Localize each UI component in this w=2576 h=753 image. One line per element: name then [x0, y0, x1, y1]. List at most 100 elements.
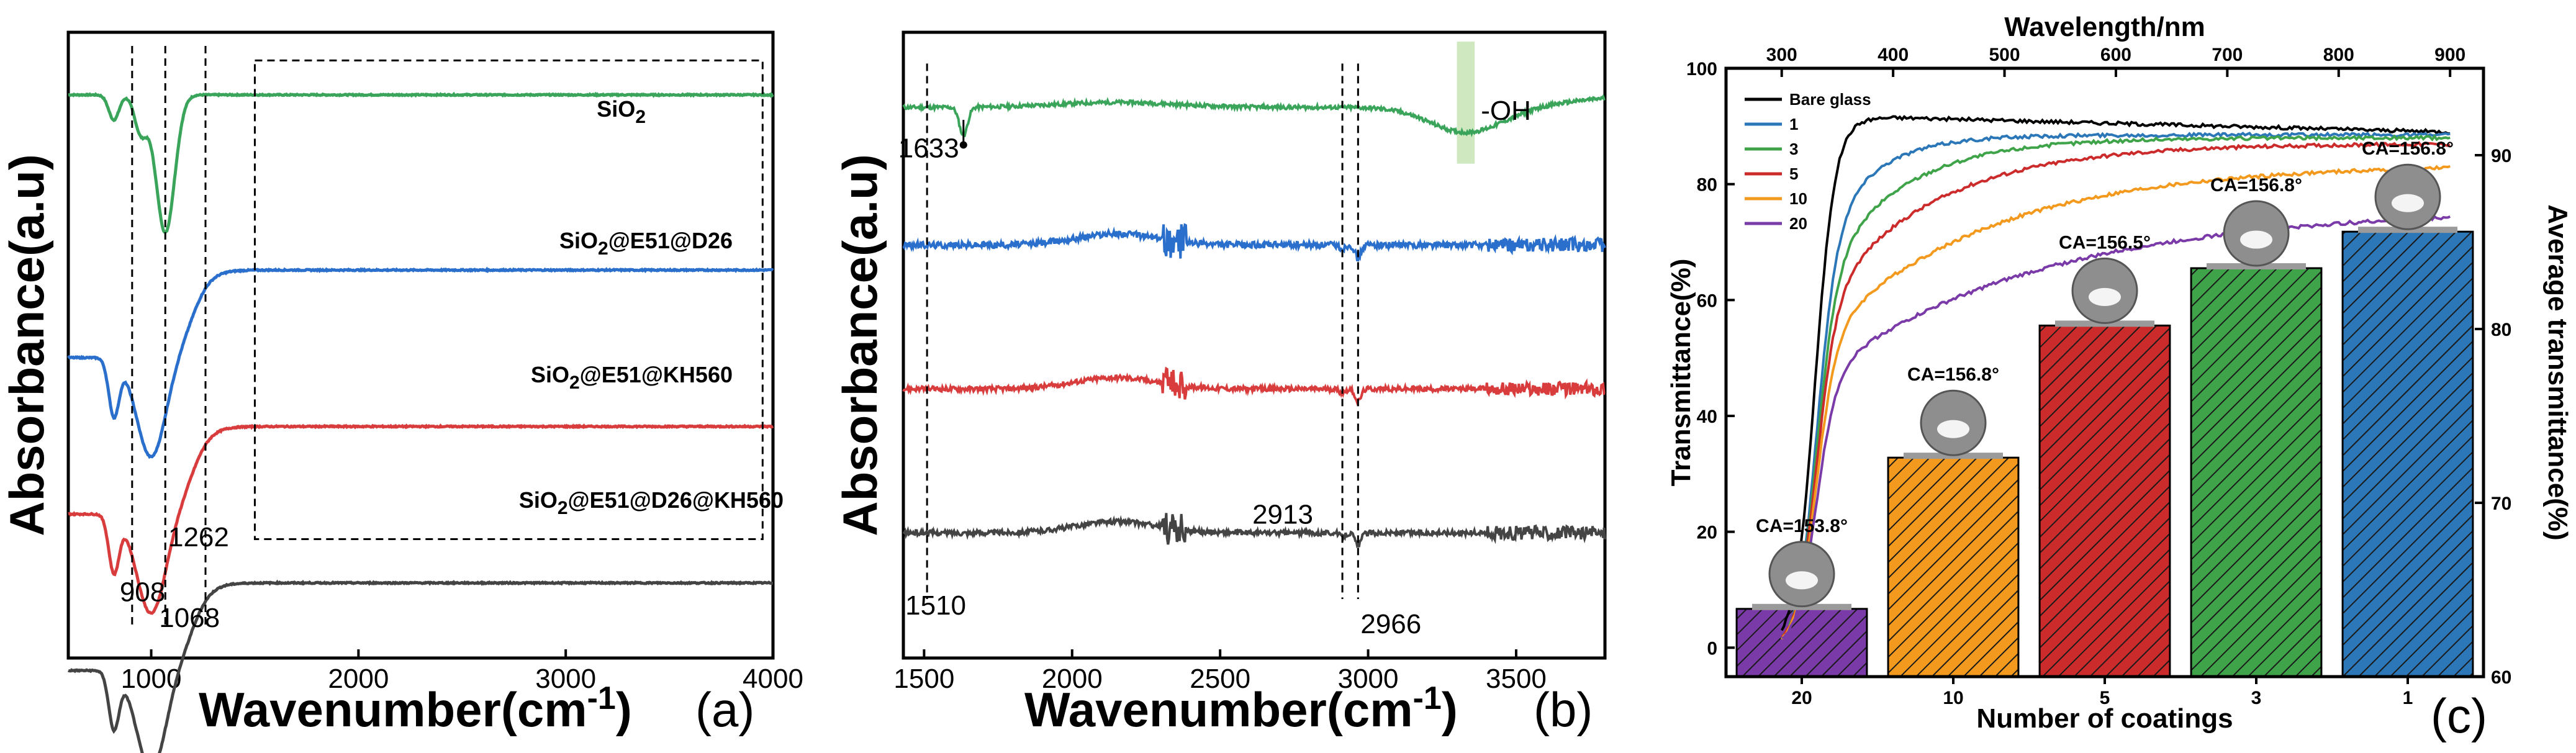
panel-b-label: (b) [1534, 682, 1593, 737]
panel-c-x-axis-label: Number of coatings [1976, 703, 2233, 734]
panel-a-series-line [68, 423, 774, 615]
panel-c-top-axis-label: Wavelength/nm [2004, 12, 2205, 42]
panel-c-left-tick-label: 0 [1707, 638, 1717, 659]
panel-b-x-tick-label: 3500 [1486, 664, 1547, 694]
panel-a-series-group [67, 91, 774, 753]
panel-a-x-tick-label: 1000 [121, 664, 182, 694]
panel-c-contact-angle-labels: CA=153.8° CA=156.8° CA=156.5° CA=156.8° CA=1… [1756, 138, 2454, 536]
panel-a-x-axis-label-sup: -1 [587, 680, 616, 716]
panel-b-annotation: 1510 [905, 590, 966, 621]
panel-a-ticks: 1000 2000 3000 4000 [121, 649, 803, 694]
panel-c-contact-angle: CA=156.8° [2362, 138, 2454, 159]
panel-a-y-axis-label: Absorbance(a.u) [0, 154, 54, 536]
panel-a-x-axis-label: Wavenumber(cm-1) [199, 680, 632, 737]
panel-c-transmittance-line [1781, 141, 2451, 638]
panel-a-series-label-rest: @E51@D26@KH560 [568, 487, 784, 513]
panel-a-annotation: 1262 [168, 522, 229, 552]
panel-b-annotation: 2966 [1360, 609, 1421, 639]
panel-b-series-line [902, 513, 1606, 549]
panel-b-ticks: 1500 2000 2500 3000 3500 [893, 649, 1547, 694]
panel-c-legend-label: 20 [1789, 214, 1807, 233]
panel-a-series-line [67, 266, 774, 459]
panel-a-frame [66, 30, 775, 660]
panel-b-oh-band [1457, 42, 1475, 164]
panel-a-series-line [67, 579, 774, 753]
panel-a-label: (a) [695, 682, 754, 737]
panel-c-bar [1735, 608, 1868, 678]
panel-a-series-label-rest: @E51@D26 [608, 228, 733, 253]
panel-c-category-label: 3 [2251, 688, 2262, 708]
panel-a-series-label: SiO2@E51@D26 [559, 228, 733, 259]
panel-a-x-axis-label-main: Wavenumber(cm [199, 682, 587, 737]
panel-a: 1000 2000 3000 4000 SiO2SiO2@E51@D26SiO2@E5… [0, 30, 803, 753]
panel-c-contact-angle: CA=156.8° [1907, 364, 1999, 385]
panel-c-right-tick-label: 60 [2491, 667, 2511, 688]
panel-c-transmittance-line [1781, 215, 2451, 639]
panel-c-top-tick-label: 800 [2323, 45, 2354, 65]
panel-c-legend: Bare glass 1 3 5 10 20 [1745, 90, 1871, 233]
panel-c-transmittance-line [1780, 133, 2451, 639]
panel-b-frame [902, 30, 1607, 660]
panel-a-series-label-sub: 2 [598, 238, 608, 259]
panel-c-droplet-highlight [2240, 230, 2272, 249]
panel-c-bar [2341, 230, 2474, 678]
panel-c-transmittance-curves [1780, 115, 2451, 640]
panel-c-left-tick-label: 20 [1697, 523, 1717, 543]
panel-b-x-axis-label-sup: -1 [1413, 680, 1442, 716]
panel-c-category-label: 10 [1943, 688, 1963, 708]
panel-b-series-line [902, 94, 1606, 138]
panel-a-x-tick-label: 3000 [535, 664, 596, 694]
panel-a-x-axis-label-close: ) [616, 682, 632, 737]
panel-b-reference-lines [926, 63, 1359, 599]
panel-a-x-tick-label: 2000 [328, 664, 389, 694]
panel-c-left-tick-label: 60 [1697, 291, 1717, 311]
panel-c-top-tick-label: 600 [2100, 45, 2131, 65]
panel-b-x-tick-label: 2000 [1042, 664, 1103, 694]
panel-c-left-tick-label: 80 [1697, 175, 1717, 196]
panel-a-series-line [68, 91, 774, 234]
panel-b-x-axis-label: Wavenumber(cm-1) [1024, 680, 1458, 737]
panel-a-series-label-sub: 2 [558, 498, 568, 518]
panel-b-x-axis-label-main: Wavenumber(cm [1024, 682, 1413, 737]
panel-a-annotation: 1068 [159, 603, 220, 633]
panel-c-right-y-axis-label: Average transmittance(%) [2542, 204, 2573, 540]
panel-c-legend-label: 10 [1789, 189, 1807, 208]
panel-c-contact-angle: CA=156.8° [2210, 175, 2302, 196]
panel-c-transmittance-line [1781, 131, 2451, 639]
panel-c-top-tick-label: 500 [1989, 45, 2020, 65]
panel-c-droplet-highlight [2089, 287, 2121, 306]
panel-a-series-label-sub: 2 [635, 107, 646, 127]
panel-a-x-tick-label: 4000 [743, 664, 803, 694]
panel-b-annotation: -OH [1481, 96, 1531, 126]
panel-b-series-line [902, 223, 1606, 262]
panel-a-series-label-name: SiO [519, 487, 558, 513]
panel-c-right-tick-label: 70 [2491, 494, 2511, 514]
panel-b-x-tick-label: 1500 [893, 664, 954, 694]
panel-a-series-label-name: SiO [531, 362, 569, 387]
panel-a-series-label-name: SiO [559, 228, 598, 253]
panel-c-legend-label: Bare glass [1789, 90, 1871, 109]
panel-c-ticks: 0 20 40 60 80 100 60 70 80 90 300 400 500 600 700 800 90… [1686, 45, 2511, 708]
panel-a-annotation: 908 [120, 577, 165, 607]
panel-c-droplet-highlight [1937, 420, 1969, 438]
panel-c-contact-angle: CA=153.8° [1756, 516, 1848, 536]
panel-a-series-label: SiO2@E51@KH560 [531, 362, 733, 393]
panel-c-legend-label: 1 [1789, 115, 1798, 133]
panel-c-bar [1887, 456, 2020, 678]
panel-b-annotation: 2913 [1252, 499, 1313, 530]
panel-c-top-tick-label: 300 [1766, 45, 1797, 65]
panel-c-legend-label: 3 [1789, 140, 1798, 158]
panel-c-left-y-axis-label: Transmittance(%) [1666, 259, 1696, 487]
panel-c-legend-label: 5 [1789, 165, 1798, 183]
panel-c-top-tick-label: 900 [2434, 45, 2465, 65]
panel-b-annotation: 1633 [898, 133, 959, 164]
panel-b-x-axis-label-close: ) [1442, 682, 1458, 737]
panel-b-1633-marker [959, 141, 967, 149]
panel-a-series-label-sub: 2 [569, 372, 580, 393]
panel-c-bar [2038, 324, 2171, 678]
panel-b-series-line [902, 366, 1606, 407]
panel-c-bars [1735, 230, 2474, 678]
panel-c-droplet-highlight [2392, 194, 2424, 212]
panel-a-reference-lines [131, 46, 207, 627]
